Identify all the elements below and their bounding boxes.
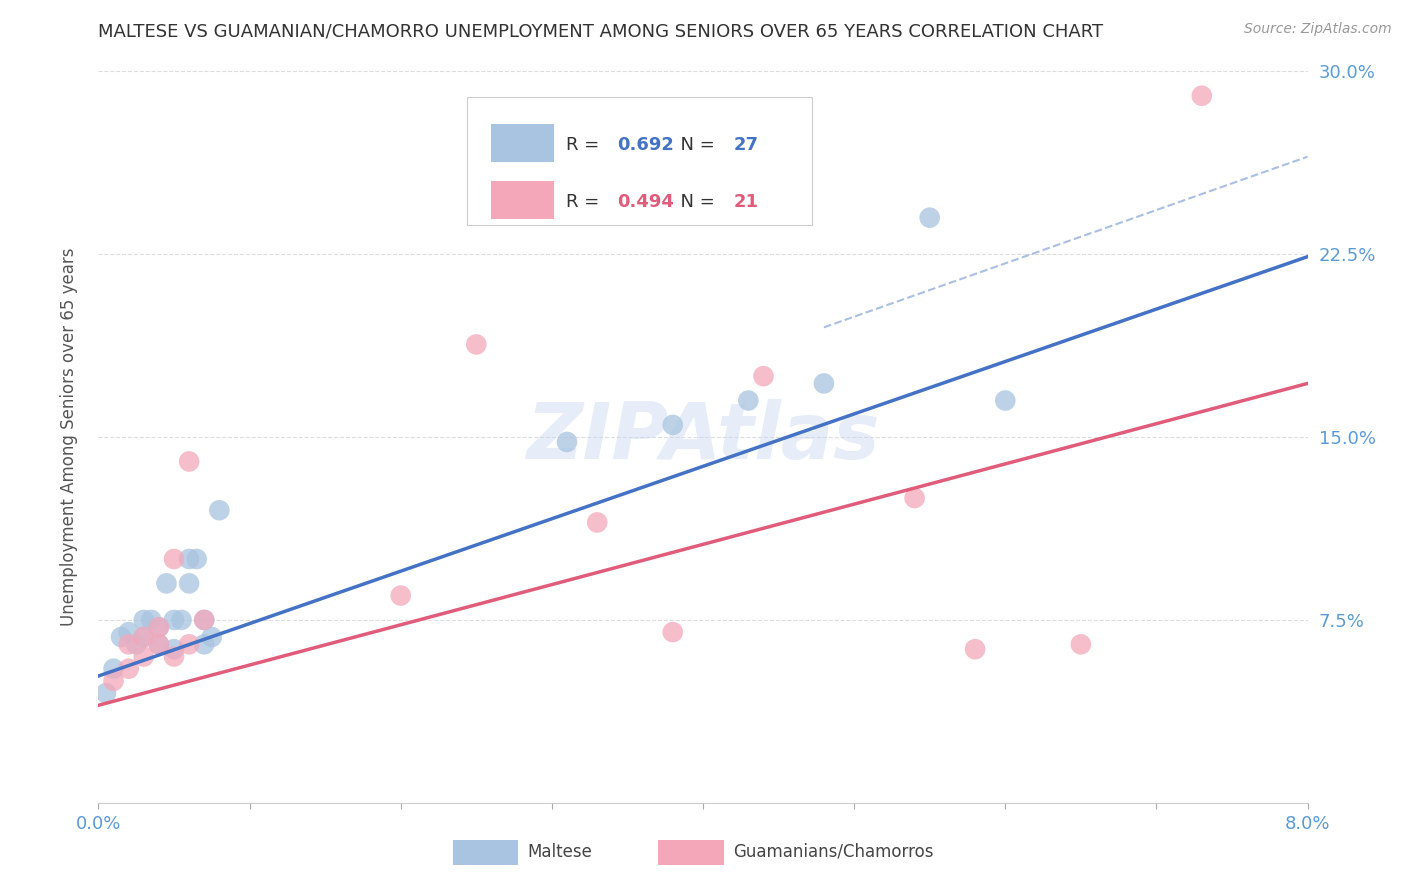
Point [103, 662, 125, 676]
Point [1191, 88, 1213, 103]
Point [163, 642, 186, 657]
Text: R =: R = [567, 193, 606, 211]
Point [586, 516, 609, 530]
Text: 0.692: 0.692 [617, 136, 673, 154]
Point [148, 637, 170, 651]
Point [170, 613, 193, 627]
Point [465, 337, 488, 351]
Point [994, 393, 1017, 408]
Text: R =: R = [567, 136, 606, 154]
Point [141, 613, 163, 627]
Point [186, 552, 208, 566]
Point [208, 503, 231, 517]
Point [661, 417, 683, 432]
FancyBboxPatch shape [492, 124, 554, 162]
Point [132, 630, 155, 644]
FancyBboxPatch shape [492, 181, 554, 219]
FancyBboxPatch shape [658, 840, 724, 865]
Point [148, 620, 170, 634]
Point [555, 434, 578, 449]
Point [179, 552, 201, 566]
Point [132, 613, 155, 627]
Text: N =: N = [669, 136, 721, 154]
Point [110, 630, 132, 644]
Point [179, 576, 201, 591]
Point [201, 630, 224, 644]
Point [904, 491, 927, 505]
Point [125, 637, 148, 651]
FancyBboxPatch shape [467, 97, 811, 225]
Point [94, 686, 117, 700]
Point [813, 376, 835, 391]
Point [179, 637, 201, 651]
Point [179, 454, 201, 468]
Point [163, 613, 186, 627]
Point [193, 613, 215, 627]
Point [155, 576, 177, 591]
Point [389, 589, 412, 603]
Point [661, 625, 683, 640]
Text: 27: 27 [734, 136, 758, 154]
Text: N =: N = [669, 193, 721, 211]
Point [752, 369, 775, 384]
Text: MALTESE VS GUAMANIAN/CHAMORRO UNEMPLOYMENT AMONG SENIORS OVER 65 YEARS CORRELATI: MALTESE VS GUAMANIAN/CHAMORRO UNEMPLOYME… [98, 22, 1104, 40]
Point [965, 642, 987, 657]
Text: 21: 21 [734, 193, 758, 211]
Point [148, 637, 170, 651]
FancyBboxPatch shape [453, 840, 517, 865]
Text: ZIPAtlas: ZIPAtlas [526, 399, 880, 475]
Point [118, 637, 141, 651]
Text: Maltese: Maltese [527, 843, 592, 861]
Point [193, 637, 215, 651]
Point [193, 613, 215, 627]
Point [148, 620, 170, 634]
Point [1070, 637, 1092, 651]
Text: Source: ZipAtlas.com: Source: ZipAtlas.com [1244, 22, 1392, 37]
Text: 0.494: 0.494 [617, 193, 673, 211]
Point [737, 393, 759, 408]
Point [118, 625, 141, 640]
Point [163, 552, 186, 566]
Point [118, 662, 141, 676]
Text: Guamanians/Chamorros: Guamanians/Chamorros [734, 843, 934, 861]
Point [103, 673, 125, 688]
Point [918, 211, 941, 225]
Point [132, 649, 155, 664]
Y-axis label: Unemployment Among Seniors over 65 years: Unemployment Among Seniors over 65 years [59, 248, 77, 626]
Point [163, 649, 186, 664]
Point [132, 630, 155, 644]
